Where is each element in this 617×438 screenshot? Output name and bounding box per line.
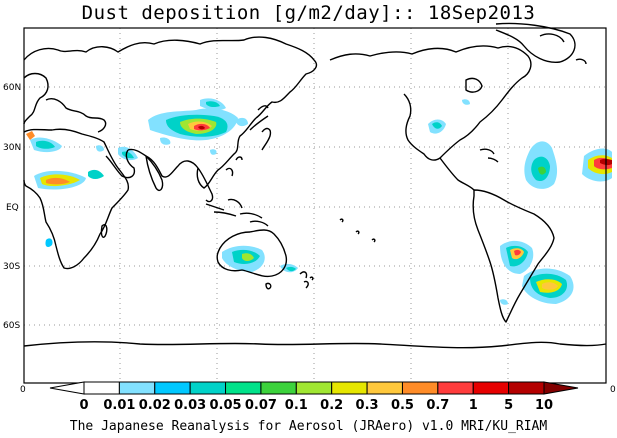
dust-region-australia <box>222 245 298 273</box>
dust-region-samerica <box>500 240 574 305</box>
colorbar-box <box>295 381 333 395</box>
coastlines <box>23 22 607 349</box>
colorbar-box <box>154 381 191 395</box>
colorbar-tick-label: 10 <box>534 398 554 413</box>
colorbar-box <box>401 381 439 395</box>
credit-text: The Japanese Reanalysis for Aerosol (JRA… <box>69 419 548 434</box>
colorbar-box <box>260 381 297 395</box>
map-title: Dust deposition [g/m2/day]:: 18Sep2013 <box>81 2 536 24</box>
colorbar-tick-label: 0.1 <box>284 398 308 413</box>
colorbar-box <box>472 381 510 395</box>
colorbar-box <box>118 381 156 395</box>
colorbar-box <box>225 381 262 395</box>
dust-region-asia <box>148 98 248 155</box>
colorbar-max-triangle <box>543 381 579 395</box>
colorbar-tick-label: 5 <box>504 398 514 413</box>
colorbar-tick-label: 0.2 <box>320 398 344 413</box>
colorbar-box <box>189 381 227 395</box>
colorbar-box <box>83 381 120 395</box>
lat-label-eq: EQ <box>6 203 19 213</box>
colorbar-tick-label: 0.03 <box>174 398 207 413</box>
lat-label-30s: 30S <box>3 262 20 272</box>
lat-label-30n: 30N <box>3 143 21 153</box>
colorbar-tick-label: 0.01 <box>103 398 136 413</box>
dust-region-africa <box>26 131 104 248</box>
colorbar-box <box>366 381 403 395</box>
colorbar-box <box>331 381 368 395</box>
dust-region-atlantic <box>524 141 612 189</box>
colorbar-tick-label: 1 <box>468 398 478 413</box>
dust-fields <box>26 98 612 305</box>
colorbar-tick-label: 0.5 <box>390 398 414 413</box>
dust-region-arabia <box>118 146 138 161</box>
colorbar-tick-label: 0.07 <box>244 398 277 413</box>
lat-label-60n: 60N <box>3 83 21 93</box>
colorbar-tick-label: 0.02 <box>138 398 171 413</box>
colorbar-tick-label: 0.05 <box>209 398 242 413</box>
colorbar-tick-label: 0.3 <box>355 398 379 413</box>
colorbar-tick-label: 0 <box>79 398 89 413</box>
colorbar-min-triangle <box>49 381 85 395</box>
colorbar <box>49 381 579 395</box>
colorbar-box <box>508 381 545 395</box>
lon-label-right: 0 <box>610 385 616 395</box>
colorbar-box <box>437 381 474 395</box>
dust-region-namerica <box>428 99 470 134</box>
lon-label-left: 0 <box>20 385 26 395</box>
colorbar-tick-label: 0.7 <box>426 398 450 413</box>
lat-label-60s: 60S <box>3 321 20 331</box>
